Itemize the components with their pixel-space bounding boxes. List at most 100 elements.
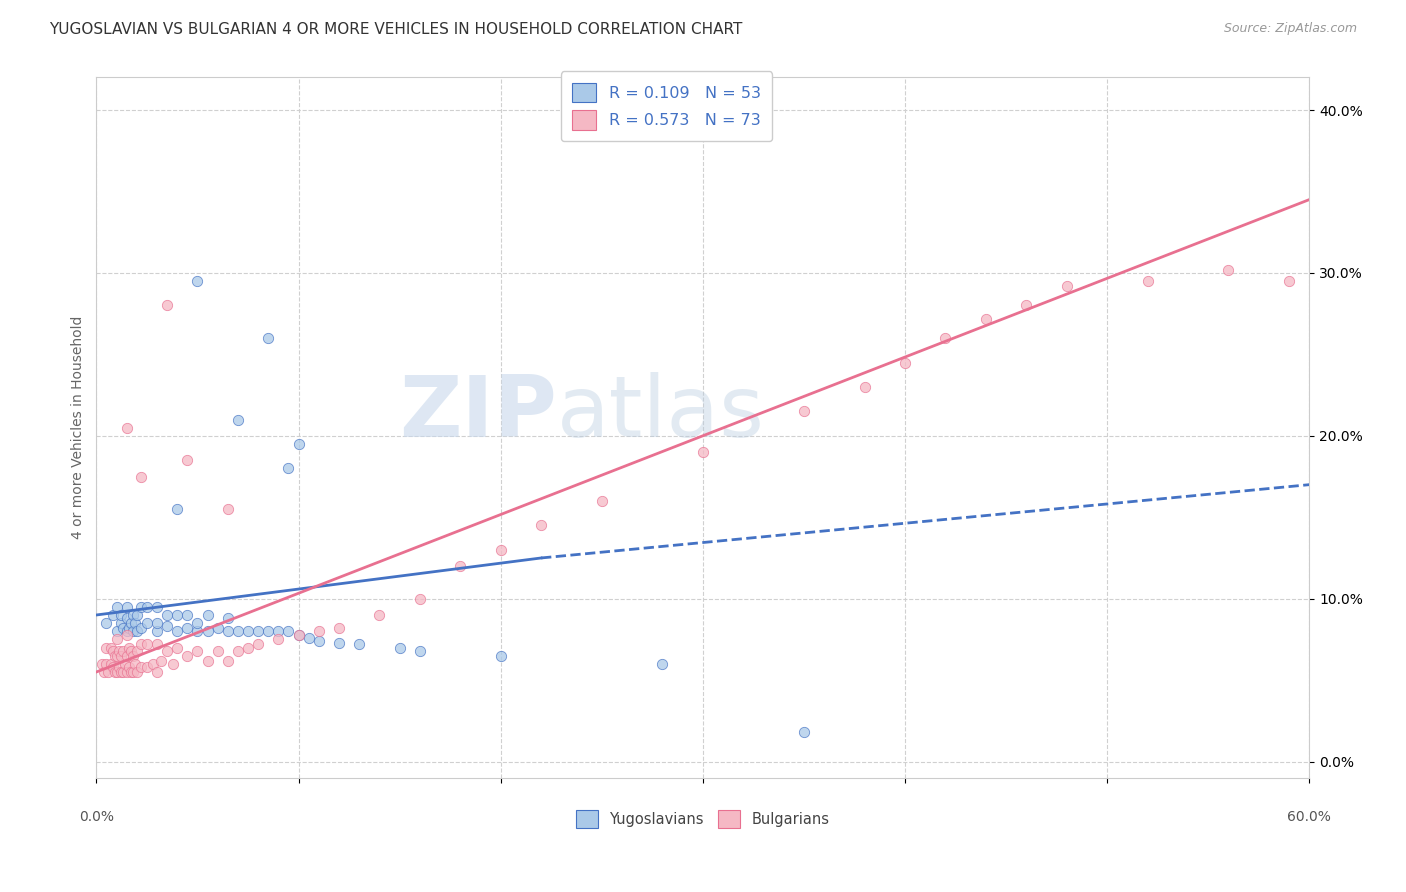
Point [156, 607, 179, 622]
Point [135, 616, 157, 631]
Point [308, 624, 330, 639]
Point [110, 648, 132, 663]
Point [1278, 274, 1301, 288]
Text: YUGOSLAVIAN VS BULGARIAN 4 OR MORE VEHICLES IN HOUSEHOLD CORRELATION CHART: YUGOSLAVIAN VS BULGARIAN 4 OR MORE VEHIC… [49, 22, 742, 37]
Point [1015, 298, 1038, 312]
Point [146, 624, 169, 639]
Point [489, 542, 512, 557]
Text: 60.0%: 60.0% [1288, 811, 1331, 824]
Point [115, 627, 138, 641]
Point [120, 644, 142, 658]
Point [894, 355, 917, 369]
Point [207, 621, 229, 635]
Point [449, 559, 471, 574]
Point [651, 657, 673, 671]
Point [103, 648, 125, 663]
Point [129, 599, 152, 614]
Point [135, 660, 157, 674]
Point [124, 616, 146, 631]
Point [150, 654, 173, 668]
Point [267, 624, 290, 639]
Point [156, 298, 179, 312]
Point [692, 445, 714, 459]
Point [162, 657, 184, 671]
Point [135, 637, 157, 651]
Point [121, 624, 143, 639]
Point [974, 311, 997, 326]
Point [97, 665, 120, 679]
Point [156, 644, 179, 658]
Point [287, 627, 309, 641]
Point [287, 437, 309, 451]
Point [409, 644, 432, 658]
Point [530, 518, 553, 533]
Point [103, 665, 125, 679]
Point [156, 619, 179, 633]
Point [176, 621, 198, 635]
Point [125, 607, 148, 622]
Point [101, 607, 124, 622]
Point [277, 624, 299, 639]
Point [176, 648, 198, 663]
Point [197, 654, 219, 668]
Text: 0.0%: 0.0% [79, 811, 114, 824]
Point [121, 607, 143, 622]
Point [226, 624, 249, 639]
Point [124, 657, 146, 671]
Point [934, 331, 956, 345]
Point [146, 665, 169, 679]
Point [100, 640, 122, 655]
Point [247, 637, 270, 651]
Point [176, 607, 198, 622]
Point [207, 644, 229, 658]
Point [388, 640, 411, 655]
Point [368, 607, 391, 622]
Point [277, 461, 299, 475]
Point [217, 654, 239, 668]
Point [1056, 279, 1078, 293]
Point [247, 624, 270, 639]
Text: ZIP: ZIP [399, 372, 557, 455]
Point [115, 665, 138, 679]
Point [125, 644, 148, 658]
Point [793, 404, 815, 418]
Point [110, 616, 132, 631]
Point [110, 665, 132, 679]
Point [1136, 274, 1159, 288]
Point [121, 665, 143, 679]
Point [236, 624, 259, 639]
Point [328, 621, 350, 635]
Point [111, 621, 134, 635]
Point [105, 648, 128, 663]
Point [115, 611, 138, 625]
Point [267, 632, 290, 647]
Text: Source: ZipAtlas.com: Source: ZipAtlas.com [1223, 22, 1357, 36]
Point [328, 635, 350, 649]
Point [489, 648, 512, 663]
Point [114, 657, 136, 671]
Point [186, 616, 208, 631]
Point [118, 660, 141, 674]
Point [166, 624, 188, 639]
Y-axis label: 4 or more Vehicles in Household: 4 or more Vehicles in Household [72, 316, 86, 540]
Point [853, 380, 876, 394]
Point [308, 634, 330, 648]
Point [197, 624, 219, 639]
Point [129, 469, 152, 483]
Point [93, 665, 115, 679]
Point [105, 665, 128, 679]
Point [120, 665, 142, 679]
Point [236, 640, 259, 655]
Point [107, 644, 129, 658]
Point [257, 624, 280, 639]
Point [115, 599, 138, 614]
Point [347, 637, 370, 651]
Point [217, 624, 239, 639]
Point [146, 637, 169, 651]
Point [96, 616, 118, 631]
Point [129, 637, 152, 651]
Point [107, 660, 129, 674]
Point [111, 644, 134, 658]
Point [146, 599, 169, 614]
Point [101, 660, 124, 674]
